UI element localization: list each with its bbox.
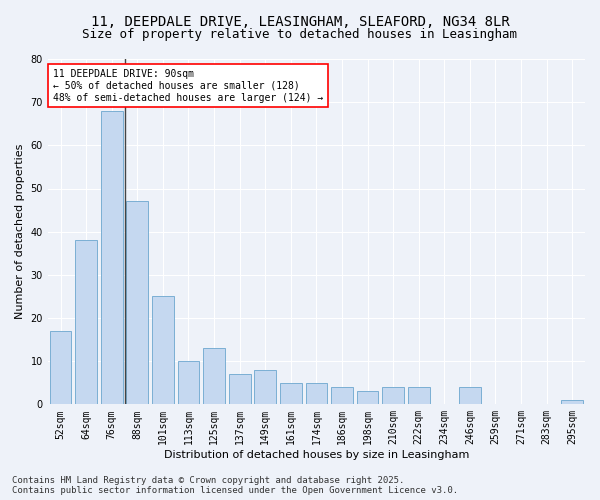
Text: Size of property relative to detached houses in Leasingham: Size of property relative to detached ho… [83,28,517,41]
Text: Contains HM Land Registry data © Crown copyright and database right 2025.
Contai: Contains HM Land Registry data © Crown c… [12,476,458,495]
Bar [178,361,199,405]
Bar [459,387,481,404]
Bar [229,374,251,404]
Y-axis label: Number of detached properties: Number of detached properties [15,144,25,320]
Text: 11 DEEPDALE DRIVE: 90sqm
← 50% of detached houses are smaller (128)
48% of semi-: 11 DEEPDALE DRIVE: 90sqm ← 50% of detach… [53,70,323,102]
Bar [152,296,174,405]
Bar [408,387,430,404]
Bar [101,111,122,405]
Bar [562,400,583,404]
Bar [254,370,276,404]
Bar [305,383,327,404]
Bar [203,348,225,405]
Bar [280,383,302,404]
Bar [356,392,379,404]
Bar [127,202,148,404]
X-axis label: Distribution of detached houses by size in Leasingham: Distribution of detached houses by size … [164,450,469,460]
Bar [382,387,404,404]
Bar [331,387,353,404]
Bar [75,240,97,404]
Text: 11, DEEPDALE DRIVE, LEASINGHAM, SLEAFORD, NG34 8LR: 11, DEEPDALE DRIVE, LEASINGHAM, SLEAFORD… [91,15,509,29]
Bar [50,331,71,404]
